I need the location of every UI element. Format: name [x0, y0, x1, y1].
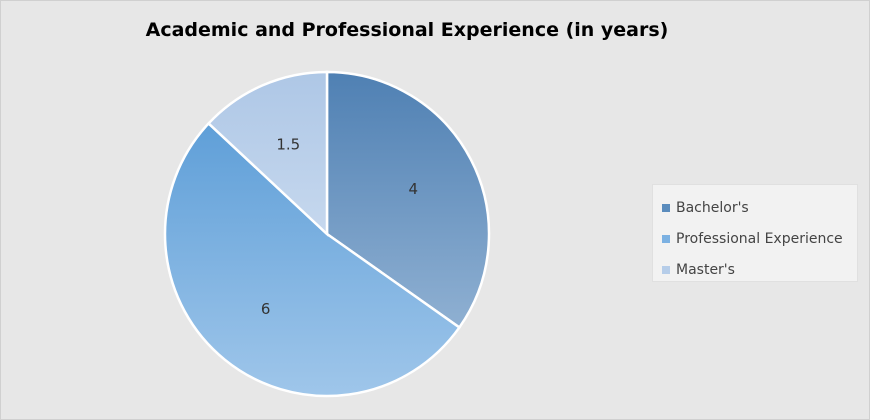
- data-label-professional-experience: 6: [261, 300, 271, 318]
- legend-item-masters: Master's: [653, 254, 857, 285]
- legend-label: Master's: [676, 261, 735, 278]
- legend-item-professional-experience: Professional Experience: [653, 223, 857, 254]
- pie-slice-professional-experience: [163, 121, 462, 398]
- legend-swatch: [662, 203, 670, 212]
- legend-swatch: [662, 234, 670, 243]
- legend-label: Professional Experience: [676, 230, 843, 247]
- legend-item-bachelors: Bachelor's: [653, 192, 857, 223]
- chart-title: Academic and Professional Experience (in…: [145, 19, 669, 41]
- data-label-bachelor-s: 4: [409, 180, 419, 198]
- legend: Bachelor's Professional Experience Maste…: [652, 184, 858, 282]
- legend-label: Bachelor's: [676, 199, 749, 216]
- legend-swatch: [662, 265, 670, 274]
- pie-slice-bachelor-s: [325, 70, 491, 330]
- pie-slice-master-s: [206, 70, 329, 237]
- data-label-master-s: 1.5: [276, 135, 300, 153]
